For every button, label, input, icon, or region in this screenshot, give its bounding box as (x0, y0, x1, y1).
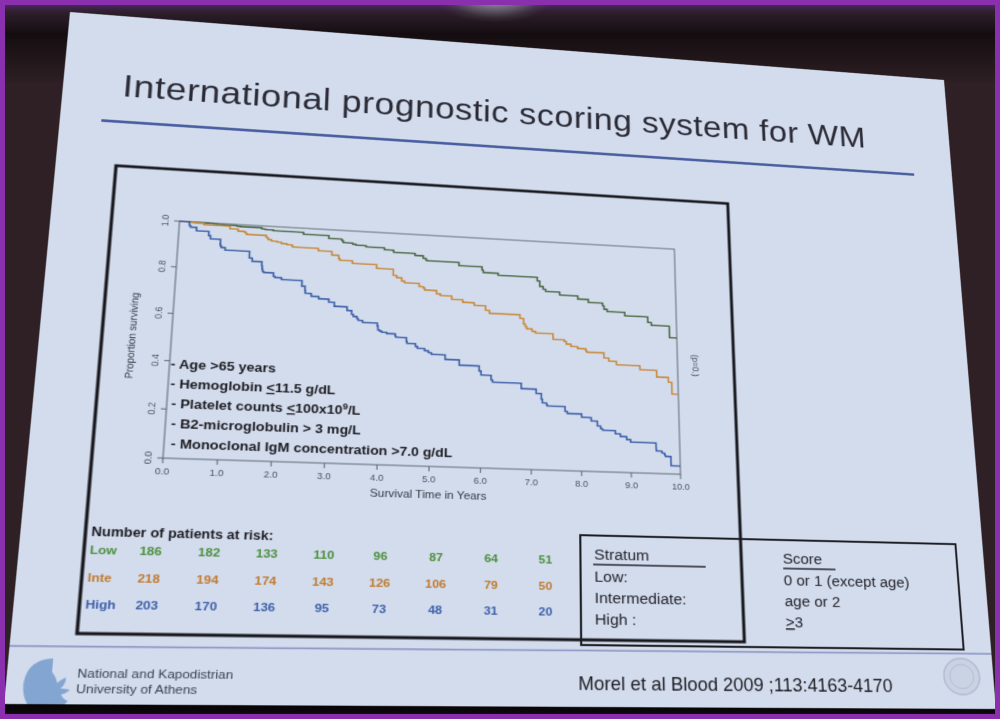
svg-text:106: 106 (425, 578, 446, 591)
svg-text:20: 20 (539, 606, 553, 619)
svg-text:126: 126 (369, 577, 391, 590)
svg-text:194: 194 (196, 574, 220, 587)
svg-text:174: 174 (254, 575, 277, 588)
svg-text:Stratum: Stratum (594, 547, 649, 565)
svg-text:64: 64 (484, 553, 499, 566)
svg-text:0.8: 0.8 (156, 260, 168, 272)
svg-text:170: 170 (194, 600, 217, 613)
svg-text:10.0: 10.0 (672, 482, 690, 492)
svg-text:203: 203 (135, 599, 158, 612)
svg-text:- Hemoglobin <11.5 g/dL: - Hemoglobin <11.5 g/dL (170, 376, 336, 397)
svg-text:95: 95 (314, 602, 329, 615)
svg-text:- B2-microglobulin > 3 mg/L: - B2-microglobulin > 3 mg/L (171, 416, 362, 438)
svg-text:8.0: 8.0 (575, 479, 588, 489)
svg-text:186: 186 (139, 545, 162, 558)
svg-text:51: 51 (539, 554, 553, 567)
svg-text:2.0: 2.0 (263, 469, 278, 480)
svg-text:Survival Time in Years: Survival Time in Years (370, 487, 487, 503)
svg-text:0.0: 0.0 (155, 466, 170, 477)
svg-text:0.6: 0.6 (153, 306, 165, 319)
svg-text:University of Athens: University of Athens (75, 683, 198, 697)
svg-text:- Monoclonal IgM concentration: - Monoclonal IgM concentration >7.0 g/dL (170, 436, 452, 460)
svg-text:>3: >3 (785, 615, 803, 632)
svg-text:31: 31 (484, 605, 498, 618)
svg-text:7.0: 7.0 (525, 477, 538, 487)
svg-text:Intermediate:: Intermediate: (595, 591, 687, 609)
svg-text:Score: Score (782, 551, 822, 568)
svg-text:136: 136 (253, 601, 276, 614)
svg-text:(p=0.): (p=0.) (690, 354, 701, 376)
svg-text:73: 73 (372, 603, 387, 616)
svg-text:age or 2: age or 2 (784, 594, 840, 611)
svg-text:5.0: 5.0 (422, 474, 436, 485)
svg-text:143: 143 (312, 576, 334, 589)
svg-text:133: 133 (256, 548, 278, 561)
svg-text:- Platelet counts <100x109/L: - Platelet counts <100x109/L (171, 395, 361, 418)
svg-text:Low: Low (89, 544, 117, 558)
svg-text:1.0: 1.0 (209, 468, 224, 479)
svg-text:Proportion surviving: Proportion surviving (123, 292, 142, 379)
svg-text:Inte: Inte (87, 572, 112, 586)
svg-text:High: High (85, 599, 116, 613)
svg-text:50: 50 (539, 580, 553, 593)
svg-text:Low:: Low: (594, 569, 628, 586)
svg-text:0 or 1 (except age): 0 or 1 (except age) (783, 573, 910, 591)
svg-text:87: 87 (429, 552, 443, 565)
svg-text:National and Kapodistrian: National and Kapodistrian (77, 667, 234, 682)
svg-text:9.0: 9.0 (625, 480, 638, 490)
svg-text:96: 96 (373, 550, 387, 563)
svg-text:3.0: 3.0 (317, 471, 331, 482)
svg-text:0.2: 0.2 (145, 402, 157, 415)
svg-text:6.0: 6.0 (474, 476, 488, 486)
svg-text:1.0: 1.0 (159, 214, 171, 226)
svg-text:Number of patients at risk:: Number of patients at risk: (91, 524, 274, 543)
svg-text:Morel et al Blood 2009 ;113:41: Morel et al Blood 2009 ;113:4163-4170 (578, 673, 893, 697)
svg-text:4.0: 4.0 (370, 472, 384, 483)
svg-text:0.0: 0.0 (142, 451, 155, 464)
svg-text:182: 182 (198, 547, 221, 560)
svg-text:110: 110 (313, 549, 334, 562)
svg-text:48: 48 (428, 604, 442, 617)
svg-text:218: 218 (137, 573, 160, 586)
svg-text:0.4: 0.4 (149, 354, 161, 367)
svg-text:- Age >65 years: - Age >65 years (170, 356, 276, 375)
svg-text:79: 79 (484, 579, 498, 592)
svg-text:High :: High : (595, 612, 637, 629)
